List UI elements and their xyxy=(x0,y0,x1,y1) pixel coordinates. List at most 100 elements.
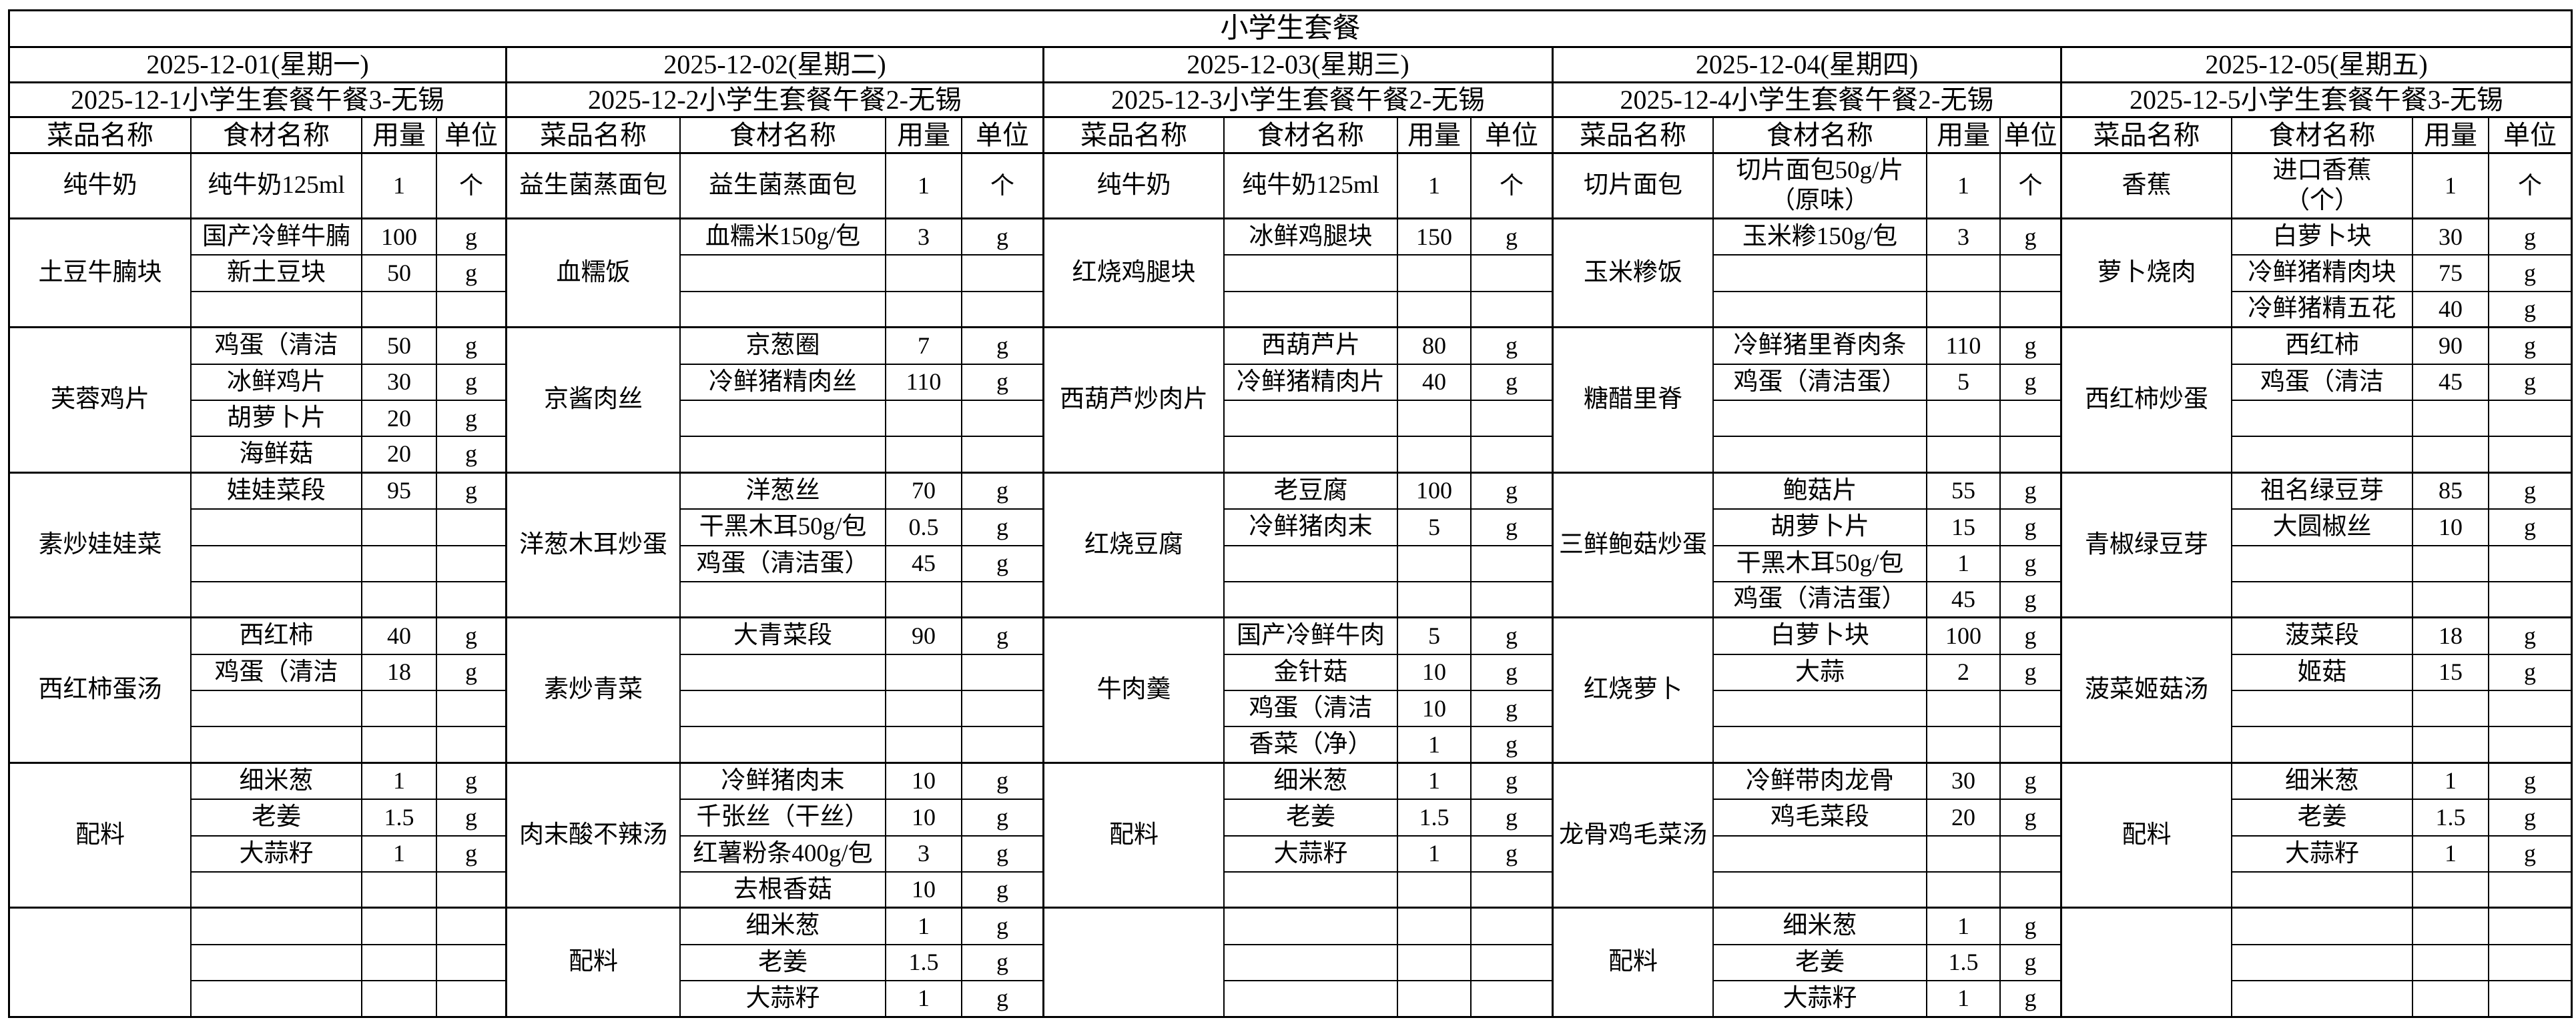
quantity-cell xyxy=(362,691,437,728)
ingredient-cell: 冷鲜带肉龙骨 xyxy=(1714,763,1927,801)
dish-name-cell: 纯牛奶 xyxy=(10,154,192,219)
ingredient-cell: 鸡蛋（清洁蛋） xyxy=(1714,364,1927,401)
unit-cell xyxy=(1472,873,1554,909)
unit-cell xyxy=(2001,691,2062,728)
dish-name-cell: 素炒青菜 xyxy=(507,618,681,764)
unit-cell: g xyxy=(2489,473,2573,510)
ingredient-cell: 大蒜籽 xyxy=(1714,981,1927,1018)
quantity-cell: 70 xyxy=(886,473,962,510)
dish-name-cell: 西红柿炒蛋 xyxy=(2062,328,2232,474)
ingredient-cell xyxy=(2232,727,2413,764)
ingredient-cell xyxy=(1714,873,1927,909)
quantity-cell: 80 xyxy=(1398,328,1472,365)
ingredient-cell: 菠菜段 xyxy=(2232,618,2413,655)
ingredient-cell: 老姜 xyxy=(192,800,362,837)
quantity-cell: 75 xyxy=(2413,255,2489,292)
ingredient-cell: 冰鲜鸡腿块 xyxy=(1225,219,1398,256)
quantity-cell: 1.5 xyxy=(362,800,437,837)
dish-name-cell: 红烧豆腐 xyxy=(1044,473,1225,619)
ingredient-cell: 娃娃菜段 xyxy=(192,473,362,510)
ingredient-cell xyxy=(1225,437,1398,474)
unit-cell: g xyxy=(437,219,507,256)
unit-cell xyxy=(437,945,507,982)
ingredient-cell: 老豆腐 xyxy=(1225,473,1398,510)
quantity-cell xyxy=(2413,582,2489,619)
col-header-unit: 单位 xyxy=(962,118,1044,154)
ingredient-cell: 红薯粉条400g/包 xyxy=(681,836,886,873)
quantity-cell: 30 xyxy=(1927,763,2001,801)
quantity-cell: 150 xyxy=(1398,219,1472,256)
unit-cell: g xyxy=(437,400,507,438)
col-header-ingredient: 食材名称 xyxy=(681,118,886,154)
unit-cell xyxy=(2001,836,2062,873)
ingredient-cell: 鸡蛋（清洁蛋） xyxy=(681,546,886,582)
col-header-dish: 菜品名称 xyxy=(10,118,192,154)
date-cell: 2025-12-03(星期三) xyxy=(1044,48,1554,83)
unit-cell xyxy=(2489,727,2573,764)
ingredient-cell: 西红柿 xyxy=(2232,328,2413,365)
unit-cell: g xyxy=(2489,800,2573,837)
date-cell: 2025-12-01(星期一) xyxy=(10,48,507,83)
ingredient-cell xyxy=(1225,255,1398,292)
date-cell: 2025-12-04(星期四) xyxy=(1554,48,2062,83)
dish-name-cell: 红烧鸡腿块 xyxy=(1044,219,1225,329)
ingredient-cell: 西葫芦片 xyxy=(1225,328,1398,365)
quantity-cell xyxy=(2413,873,2489,909)
quantity-cell xyxy=(362,727,437,764)
unit-cell xyxy=(962,400,1044,438)
ingredient-cell xyxy=(2232,981,2413,1018)
ingredient-cell: 冷鲜猪精肉片 xyxy=(1225,364,1398,401)
unit-cell: g xyxy=(2001,510,2062,546)
ingredient-cell: 大蒜籽 xyxy=(192,836,362,873)
quantity-cell: 10 xyxy=(1398,691,1472,728)
ingredient-cell xyxy=(1225,546,1398,582)
quantity-cell xyxy=(362,945,437,982)
quantity-cell xyxy=(1398,582,1472,619)
ingredient-cell: 干黑木耳50g/包 xyxy=(1714,546,1927,582)
dish-name-cell: 切片面包 xyxy=(1554,154,1714,219)
ingredient-cell xyxy=(1714,292,1927,329)
meal-name-cell: 2025-12-3小学生套餐午餐2-无锡 xyxy=(1044,83,1554,118)
ingredient-cell xyxy=(1714,437,1927,474)
unit-cell: g xyxy=(437,255,507,292)
ingredient-cell: 细米葱 xyxy=(1714,909,1927,945)
unit-cell: g xyxy=(437,364,507,401)
ingredient-cell: 冷鲜猪精五花 xyxy=(2232,292,2413,329)
ingredient-cell: 大青菜段 xyxy=(681,618,886,655)
dish-name-cell: 配料 xyxy=(1554,909,1714,1018)
ingredient-cell xyxy=(192,909,362,945)
unit-cell: g xyxy=(2001,328,2062,365)
unit-cell: g xyxy=(2489,763,2573,801)
ingredient-cell: 胡萝卜片 xyxy=(192,400,362,438)
dish-name-cell: 纯牛奶 xyxy=(1044,154,1225,219)
quantity-cell: 40 xyxy=(362,618,437,655)
quantity-cell xyxy=(1398,981,1472,1018)
quantity-cell: 1 xyxy=(1398,763,1472,801)
quantity-cell xyxy=(2413,546,2489,582)
col-header-ingredient: 食材名称 xyxy=(192,118,362,154)
unit-cell xyxy=(2001,400,2062,438)
ingredient-cell: 大蒜籽 xyxy=(681,981,886,1018)
ingredient-cell xyxy=(192,510,362,546)
ingredient-cell: 玉米糁150g/包 xyxy=(1714,219,1927,256)
unit-cell xyxy=(962,582,1044,619)
unit-cell xyxy=(962,255,1044,292)
quantity-cell: 20 xyxy=(362,400,437,438)
quantity-cell xyxy=(362,582,437,619)
unit-cell: g xyxy=(962,909,1044,945)
unit-cell xyxy=(2489,546,2573,582)
quantity-cell: 90 xyxy=(2413,328,2489,365)
unit-cell xyxy=(2001,437,2062,474)
unit-cell: g xyxy=(437,473,507,510)
dish-name-cell: 配料 xyxy=(1044,763,1225,909)
dish-name-cell: 玉米糁饭 xyxy=(1554,219,1714,329)
quantity-cell: 1 xyxy=(362,154,437,219)
unit-cell xyxy=(437,510,507,546)
ingredient-cell: 冷鲜猪肉末 xyxy=(681,763,886,801)
dish-name-cell: 肉末酸不辣汤 xyxy=(507,763,681,909)
ingredient-cell: 细米葱 xyxy=(2232,763,2413,801)
dish-name-cell: 土豆牛腩块 xyxy=(10,219,192,329)
unit-cell: g xyxy=(437,328,507,365)
quantity-cell: 1 xyxy=(1927,546,2001,582)
quantity-cell: 10 xyxy=(886,873,962,909)
